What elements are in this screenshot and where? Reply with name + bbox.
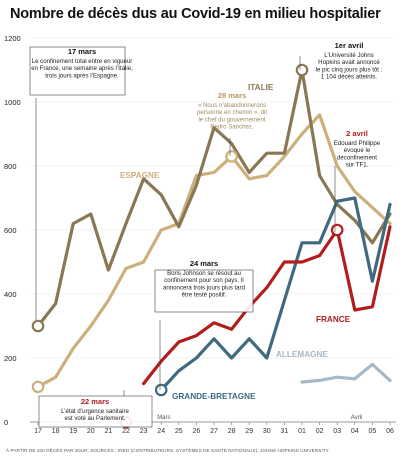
x-tick-label: 02	[316, 428, 324, 435]
x-tick-label: 17	[34, 428, 42, 435]
annotation-line: L’état d’urgence sanitaire	[61, 408, 129, 415]
annotation-line: sur TF1.	[346, 162, 369, 169]
y-tick-label: 800	[4, 162, 17, 171]
series-line-espagne	[36, 113, 392, 389]
event-marker	[295, 63, 309, 77]
y-tick-label: 400	[4, 290, 17, 299]
x-tick-label: 29	[245, 428, 253, 435]
annotation-date: 17 mars	[68, 47, 96, 56]
annotation-line: trois jours après l’Espagne.	[45, 72, 119, 79]
x-tick-label: 25	[175, 428, 183, 435]
annotation-line: annoncera trois jours plus tard	[163, 284, 245, 291]
month-label: Mars	[157, 415, 170, 421]
x-tick-label: 20	[87, 428, 95, 435]
annotation-line: le chef du gouvernement	[198, 116, 265, 123]
event-marker	[154, 383, 168, 397]
x-tick-label: 01	[298, 428, 306, 435]
x-tick-label: 27	[210, 428, 218, 435]
x-tick-label: 18	[52, 428, 60, 435]
event-marker	[31, 380, 45, 394]
month-label: Avril	[351, 415, 363, 421]
y-tick-label: 1000	[4, 98, 21, 107]
x-tick-label: 22	[122, 428, 130, 435]
series-label: ITALIE	[248, 83, 274, 92]
annotation-line: Le confinement total entre en vigueur	[32, 58, 133, 65]
series-line-france	[142, 225, 392, 386]
annotation-line: confinement pour son pays. Il	[164, 277, 244, 284]
annotation-box	[38, 395, 153, 428]
y-tick-label: 1200	[4, 34, 21, 43]
annotation-date: 22 mars	[81, 397, 109, 406]
y-tick-label: 0	[4, 418, 8, 427]
annotation-line: est voté au Parlement.	[65, 415, 126, 422]
annotation-line: « Nous n’abandonnerons	[198, 102, 266, 109]
annotation-line: Boris Johnson se résout au	[167, 270, 241, 277]
annotation-date: 1er avril	[335, 41, 364, 50]
x-tick-label: 21	[105, 428, 113, 435]
annotation-date: 28 mars	[218, 91, 246, 100]
annotation-line: Edouard Philippe	[334, 140, 381, 147]
annotation-line: Pedro Sanchez.	[210, 124, 254, 131]
annotation-line: le pic cinq jours plus tôt :	[316, 66, 383, 73]
series-label: ESPAGNE	[120, 171, 160, 180]
x-tick-label: 31	[281, 428, 289, 435]
series-label: GRANDE-BRETAGNE	[172, 392, 256, 401]
annotation-box	[29, 46, 126, 96]
annotation-line: 1 104 décès atteints.	[321, 74, 378, 81]
source-note: À PARTIR DE 100 DÉCÈS PAR JOUR. SOURCES …	[6, 448, 329, 453]
x-tick-label: 23	[140, 428, 148, 435]
annotation-line: déconfinement	[337, 154, 377, 161]
x-tick-label: 26	[193, 428, 201, 435]
event-marker	[225, 150, 238, 163]
x-tick-label: 03	[333, 428, 341, 435]
annotation-date: 2 avril	[346, 129, 368, 138]
annotation-line: Hopkins avait annoncé	[318, 59, 380, 66]
annotation-line: L’Université Johns	[324, 52, 373, 59]
x-tick-label: 24	[157, 428, 165, 435]
annotation-line: évoque le	[344, 147, 371, 154]
x-tick-label: 06	[386, 428, 394, 435]
x-tick-label: 05	[369, 428, 377, 435]
event-marker	[330, 223, 344, 237]
event-marker	[31, 319, 45, 333]
annotation-date: 24 mars	[190, 259, 218, 268]
x-tick-label: 30	[263, 428, 271, 435]
annotation-line: être testé positif.	[182, 292, 227, 299]
x-tick-label: 19	[69, 428, 77, 435]
chart-title: Nombre de décès dus au Covid-19 en milie…	[10, 6, 381, 22]
series-line-italie	[36, 68, 392, 328]
series-line-allemagne	[300, 362, 392, 384]
y-tick-label: 600	[4, 226, 17, 235]
x-tick-label: 04	[351, 428, 359, 435]
y-tick-label: 200	[4, 354, 17, 363]
annotation-line: personne en chemin », dit	[197, 109, 267, 116]
annotation-line: en France, une semaine après l’Italie,	[31, 65, 133, 72]
x-tick-label: 28	[228, 428, 236, 435]
series-label: ALLEMAGNE	[276, 350, 328, 359]
series-line-grande-bretagne	[159, 196, 392, 392]
series-label: FRANCE	[316, 315, 351, 324]
annotation-box	[154, 269, 254, 313]
